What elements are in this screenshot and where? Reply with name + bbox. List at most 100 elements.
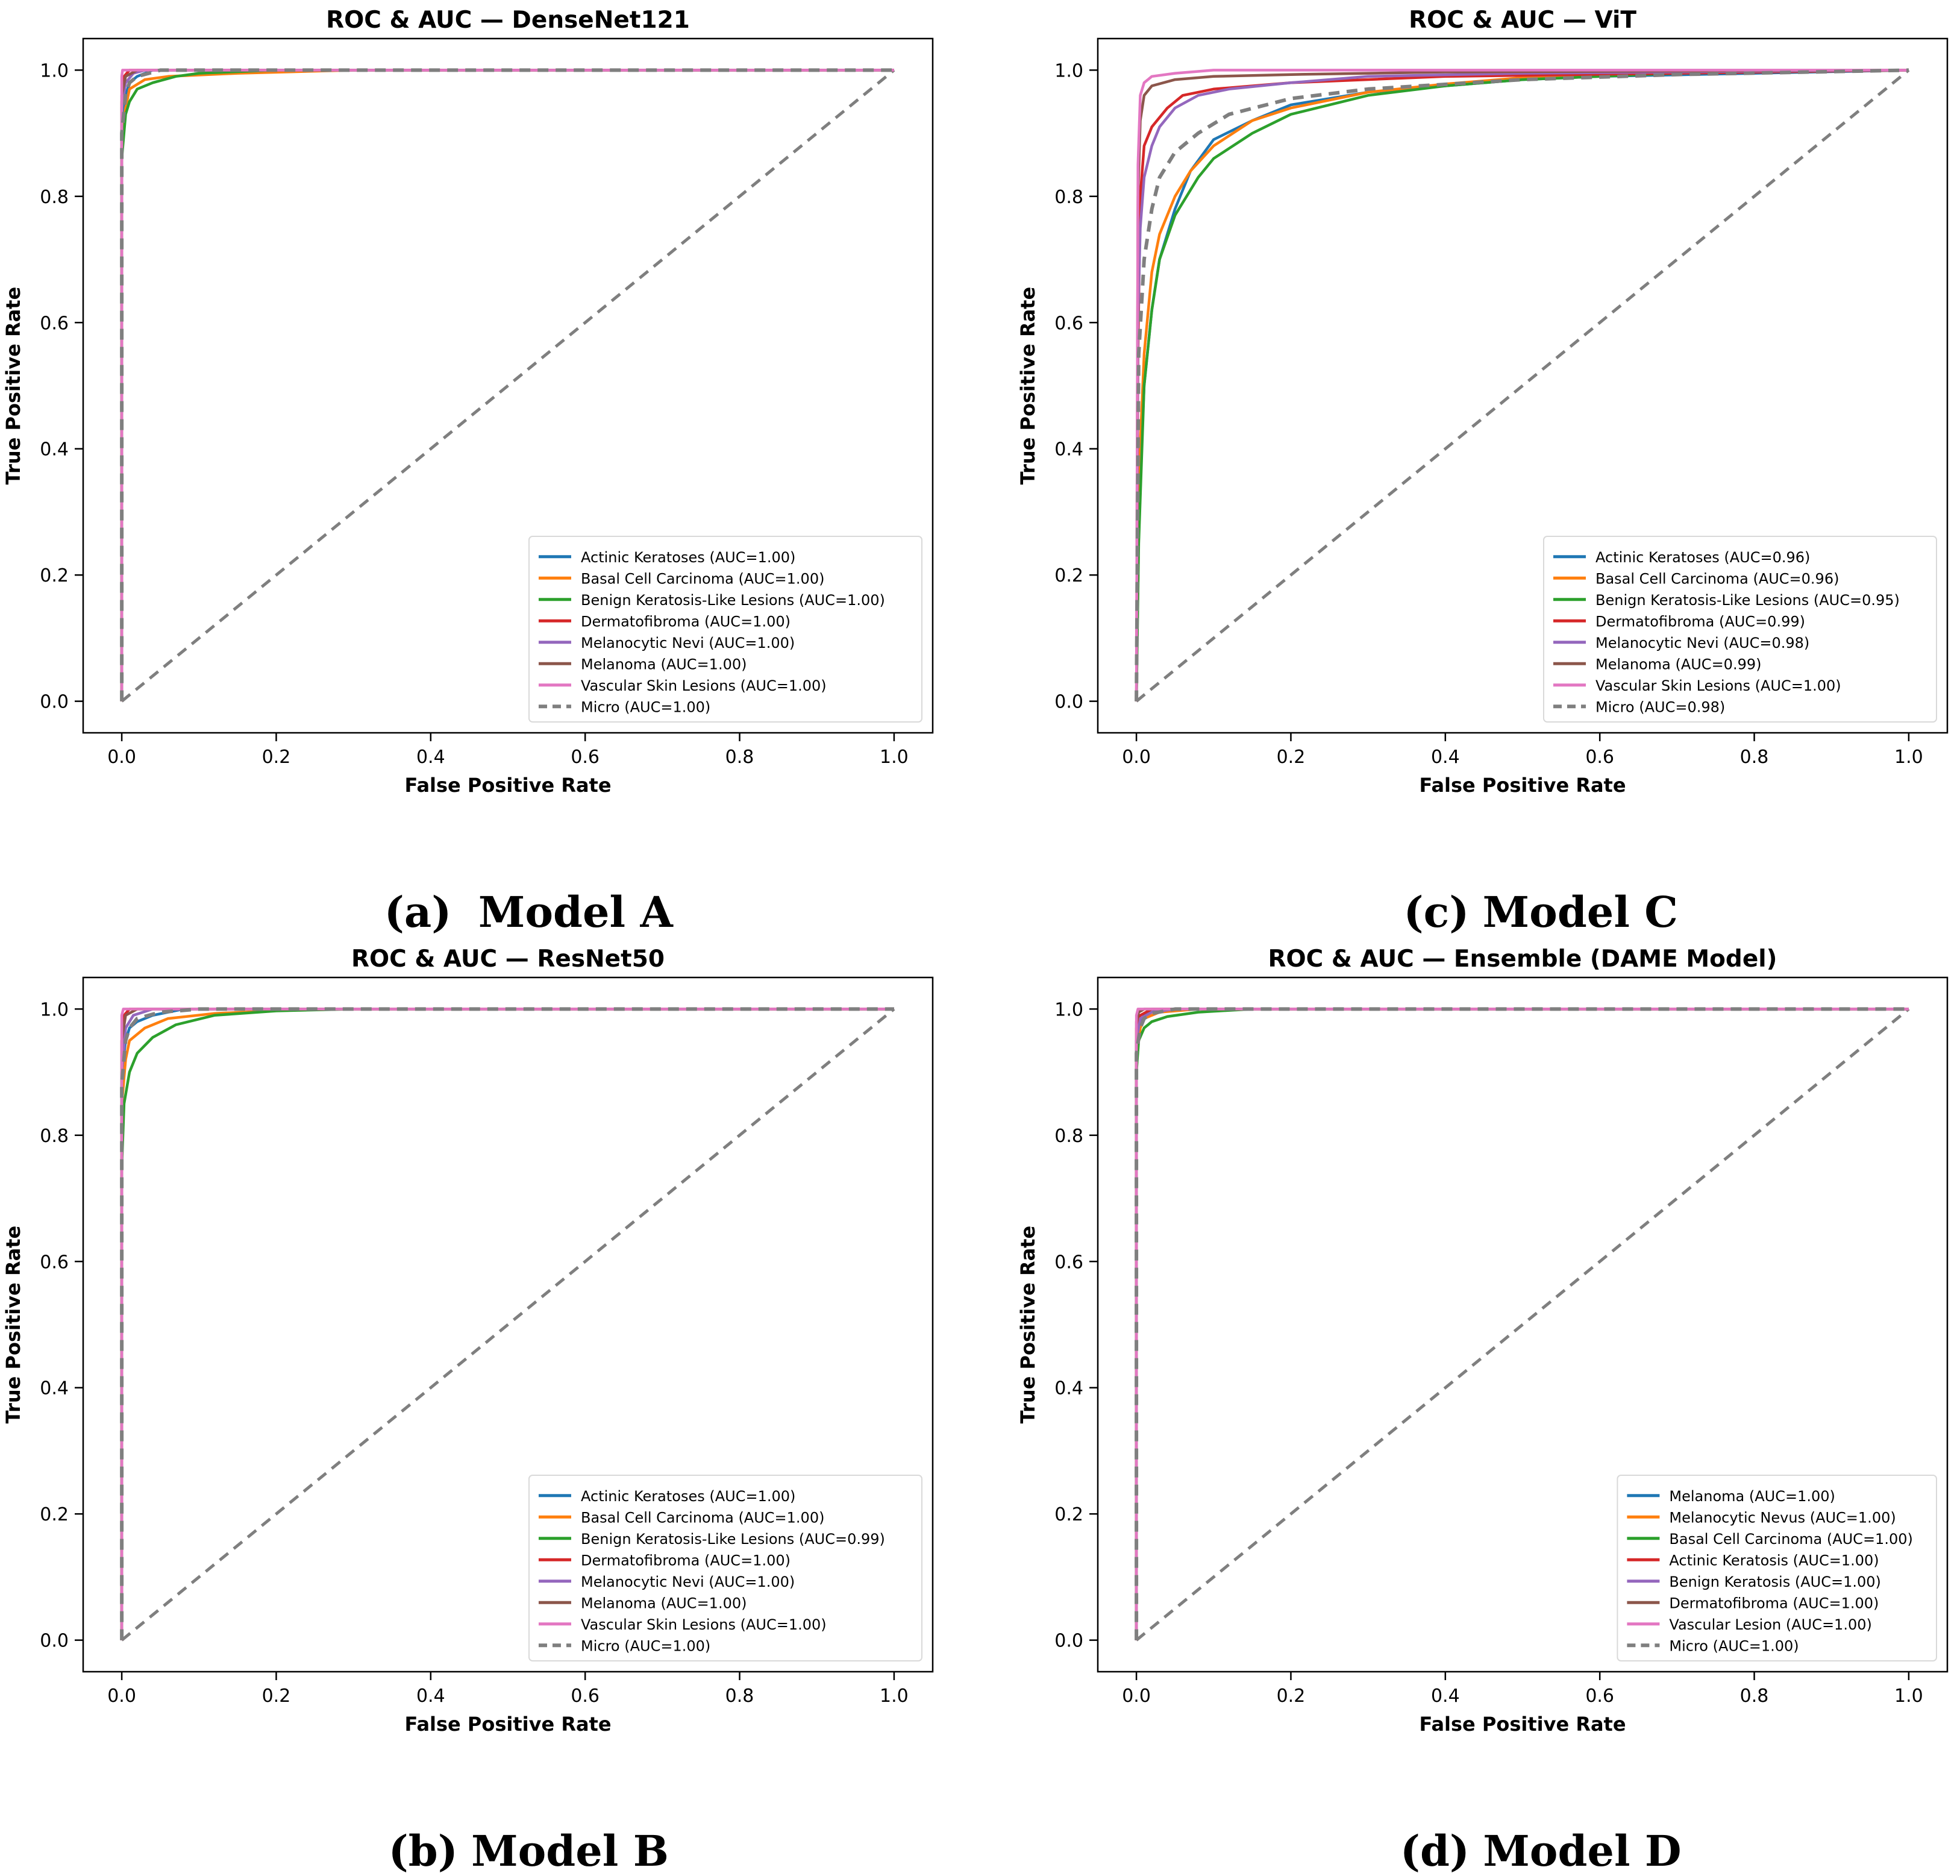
legend-entry: Melanoma (AUC=1.00) — [1669, 1488, 1835, 1505]
y-tick-label: 0.8 — [1054, 187, 1083, 208]
diagonal-reference-line — [1135, 69, 1910, 703]
caption-d-label: (d) — [1400, 1826, 1470, 1876]
legend-entry: Vascular Lesion (AUC=1.00) — [1669, 1616, 1871, 1633]
diagonal-reference-line — [1135, 1008, 1910, 1642]
legend-entry: Melanoma (AUC=1.00) — [581, 656, 747, 673]
x-tick-label: 0.0 — [1122, 1686, 1151, 1707]
chart-title: ROC & AUC — DenseNet121 — [326, 7, 690, 34]
axes-frame — [82, 976, 934, 1673]
axes-frame — [1097, 37, 1949, 734]
legend-entry: Micro (AUC=1.00) — [581, 1637, 710, 1654]
diagonal-reference-line — [121, 69, 895, 703]
x-tick-label: 0.8 — [1740, 747, 1769, 768]
y-tick-label: 0.4 — [1054, 1378, 1083, 1399]
legend-entry: Melanoma (AUC=1.00) — [581, 1595, 747, 1611]
x-tick-label: 0.0 — [1122, 747, 1151, 768]
legend-box — [1543, 536, 1937, 723]
legend-entry: Actinic Keratosis (AUC=1.00) — [1669, 1552, 1879, 1569]
legend-entry: Melanoma (AUC=0.99) — [1595, 656, 1761, 673]
legend-box — [528, 536, 922, 723]
x-tick-label: 1.0 — [1894, 1686, 1923, 1707]
y-tick-label: 0.4 — [1054, 439, 1083, 460]
x-tick-label: 0.8 — [725, 747, 754, 768]
legend-entry: Melanocytic Nevi (AUC=0.98) — [1595, 635, 1809, 651]
legend-entry: Dermatofibroma (AUC=1.00) — [581, 1552, 791, 1569]
chart-title: ROC & AUC — ResNet50 — [351, 946, 665, 973]
series-line — [1135, 69, 1909, 701]
x-tick-label: 0.2 — [262, 1686, 291, 1707]
axes-frame — [82, 37, 934, 734]
legend-box — [1617, 1475, 1937, 1661]
legend: Actinic Keratoses (AUC=1.00) Basal Cell C… — [528, 1475, 922, 1661]
caption-d-name: Model D — [1483, 1826, 1682, 1876]
caption-a: (a) Model A — [253, 838, 777, 937]
x-tick-label: 1.0 — [1894, 747, 1923, 768]
x-tick-label: 1.0 — [880, 747, 909, 768]
legend-entry: Actinic Keratoses (AUC=0.96) — [1595, 549, 1810, 566]
diagonal-reference-line — [121, 1008, 895, 1642]
chart-title: ROC & AUC — ViT — [1409, 7, 1636, 34]
series-line — [1135, 69, 1909, 701]
caption-c-label: (c) — [1403, 887, 1470, 937]
series-line — [1135, 1007, 1909, 1640]
y-tick-label: 0.4 — [40, 1378, 69, 1399]
series-lines — [120, 68, 894, 701]
x-axis-label: False Positive Rate — [1419, 1713, 1626, 1736]
y-tick-label: 0.0 — [1054, 692, 1083, 713]
legend-entry: Vascular Skin Lesions (AUC=1.00) — [581, 1616, 827, 1633]
legend-entry: Benign Keratosis-Like Lesions (AUC=0.99) — [581, 1531, 885, 1548]
chart-b: 0.0 0.2 0.4 0.6 0.8 1.0 0.0 0.2 0.4 0.6 0.8 1.0 ROC … — [2, 946, 934, 1736]
x-tick-label: 0.4 — [1431, 1686, 1460, 1707]
legend-entry: Vascular Skin Lesions (AUC=1.00) — [581, 677, 827, 694]
legend-entry: Benign Keratosis-Like Lesions (AUC=0.95) — [1595, 592, 1900, 609]
legend: Actinic Keratoses (AUC=1.00) Basal Cell C… — [528, 536, 922, 723]
series-line — [1135, 68, 1909, 701]
y-tick-label: 0.8 — [1054, 1126, 1083, 1147]
y-tick-label: 0.0 — [1054, 1631, 1083, 1652]
x-tick-label: 0.8 — [725, 1686, 754, 1707]
x-tick-label: 0.4 — [1431, 747, 1460, 768]
x-tick-label: 0.4 — [416, 1686, 445, 1707]
y-tick-label: 0.2 — [40, 1504, 69, 1525]
x-tick-label: 0.2 — [1277, 747, 1306, 768]
x-tick-label: 0.8 — [1740, 1686, 1769, 1707]
chart-a: 0.0 0.2 0.4 0.6 0.8 1.0 0.0 0.2 0.4 0.6 0.8 1.0 ROC … — [2, 7, 934, 797]
series-lines — [120, 1007, 894, 1640]
axes-frame — [1097, 976, 1949, 1673]
caption-c: (c) Model C — [1265, 838, 1789, 937]
legend-entry: Benign Keratosis-Like Lesions (AUC=1.00) — [581, 592, 885, 609]
y-tick-label: 0.2 — [1054, 565, 1083, 586]
x-tick-label: 0.6 — [1585, 1686, 1614, 1707]
legend-entry: Melanocytic Nevi (AUC=1.00) — [581, 1573, 795, 1590]
y-axis-label: True Positive Rate — [1016, 1226, 1039, 1423]
legend-entry: Dermatofibroma (AUC=1.00) — [1669, 1595, 1879, 1611]
y-axis-label: True Positive Rate — [2, 287, 25, 485]
caption-b-label: (b) — [388, 1826, 458, 1876]
y-tick-label: 0.4 — [40, 439, 69, 460]
y-tick-label: 0.0 — [40, 1631, 69, 1652]
legend-entry: Basal Cell Carcinoma (AUC=1.00) — [1669, 1531, 1912, 1548]
x-tick-label: 0.2 — [262, 747, 291, 768]
legend-entry: Melanocytic Nevi (AUC=1.00) — [581, 635, 795, 651]
caption-b: (b) Model B — [253, 1777, 777, 1876]
y-tick-label: 1.0 — [40, 60, 69, 81]
legend-entry: Dermatofibroma (AUC=1.00) — [581, 613, 791, 630]
chart-c: 0.0 0.2 0.4 0.6 0.8 1.0 0.0 0.2 0.4 0.6 0.8 1.0 ROC … — [1016, 7, 1949, 797]
legend-entry: Actinic Keratoses (AUC=1.00) — [581, 1488, 795, 1505]
legend-entry: Dermatofibroma (AUC=0.99) — [1595, 613, 1805, 630]
y-axis-label: True Positive Rate — [2, 1226, 25, 1423]
x-axis-label: False Positive Rate — [404, 1713, 611, 1736]
caption-d: (d) Model D — [1265, 1777, 1789, 1876]
series-line — [120, 1007, 894, 1640]
x-tick-label: 0.2 — [1277, 1686, 1306, 1707]
x-tick-label: 0.4 — [416, 747, 445, 768]
series-line — [1135, 69, 1909, 701]
legend-entry: Basal Cell Carcinoma (AUC=0.96) — [1595, 570, 1839, 587]
x-tick-label: 0.0 — [107, 747, 136, 768]
legend-box — [528, 1475, 922, 1661]
caption-b-name: Model B — [471, 1826, 669, 1876]
x-tick-label: 0.6 — [571, 1686, 600, 1707]
legend-entry: Micro (AUC=1.00) — [1669, 1637, 1799, 1654]
x-tick-label: 1.0 — [880, 1686, 909, 1707]
